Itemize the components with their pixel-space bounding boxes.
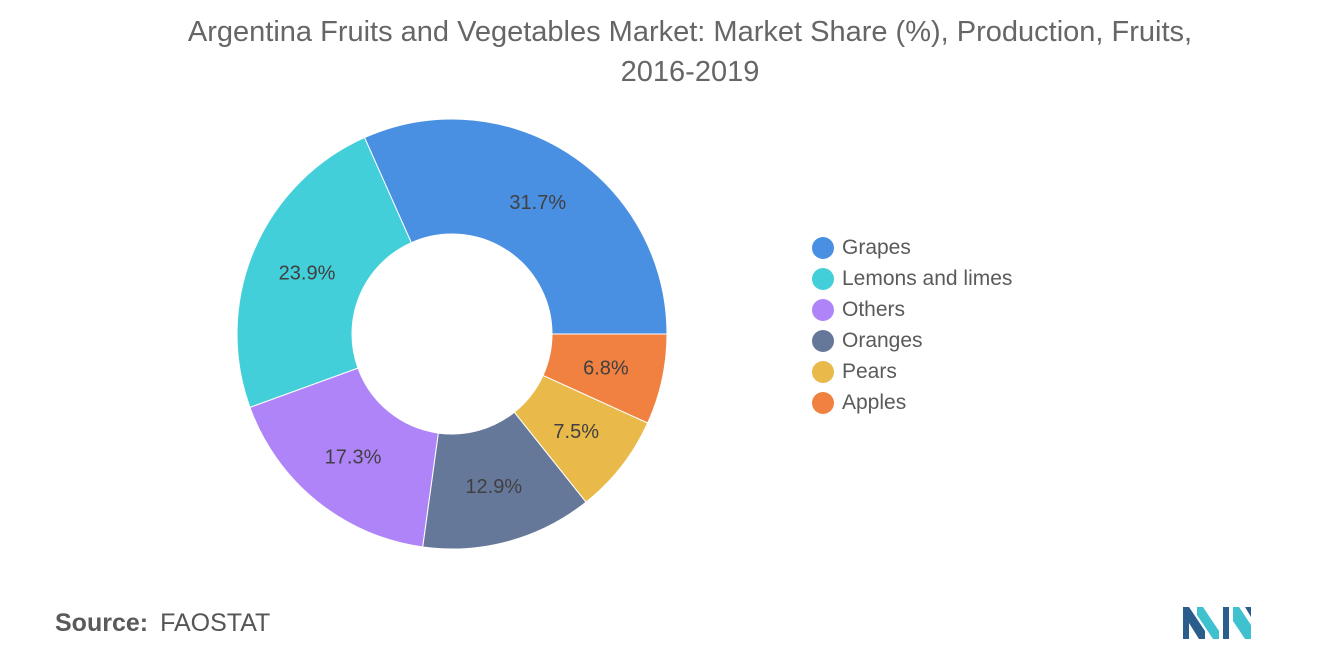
legend-swatch-grapes [812,236,834,259]
data-label-others: 17.3% [325,447,382,469]
slice-apples [542,333,668,424]
legend-item-lemons-and-limes: Lemons and limes [812,263,1012,294]
data-label-grapes: 31.7% [509,192,566,214]
source-note: Source: FAOSTAT [55,609,270,638]
legend-label-others: Others [842,297,906,321]
slice-grapes [363,118,668,335]
source-label: Source: [55,609,149,637]
data-label-pears: 7.5% [553,421,599,443]
legend-label-pears: Pears [842,359,897,383]
brand-logo-icon [1183,607,1251,639]
legend-swatch-others [812,298,834,321]
legend-item-others: Others [812,294,1012,325]
chart-title-line-2: 2016-2019 [620,56,760,88]
data-label-lemons-and-limes: 23.9% [279,262,336,284]
legend-swatch-oranges [812,329,834,352]
legend-item-grapes: Grapes [812,232,1012,263]
legend-item-apples: Apples [812,387,1012,418]
slice-lemons-and-limes [236,136,412,409]
legend-item-oranges: Oranges [812,325,1012,356]
legend-swatch-pears [812,360,834,383]
legend-swatch-lemons-and-limes [812,267,834,290]
legend-item-pears: Pears [812,356,1012,387]
source-value: FAOSTAT [160,609,271,637]
chart-legend: Grapes Lemons and limes Others Oranges Pears… [812,232,1012,418]
chart-title: Argentina Fruits and Vegetables Market: … [0,12,1320,92]
slice-others [249,367,439,548]
chart-title-line-1: Argentina Fruits and Vegetables Market: … [187,16,1193,48]
legend-label-apples: Apples [842,390,907,414]
slice-oranges [422,411,587,550]
data-label-apples: 6.8% [583,357,629,379]
legend-label-grapes: Grapes [842,235,911,259]
legend-label-oranges: Oranges [842,328,923,352]
legend-label-lemons-and-limes: Lemons and limes [842,266,1013,290]
data-label-oranges: 12.9% [465,476,522,498]
legend-swatch-apples [812,391,834,414]
